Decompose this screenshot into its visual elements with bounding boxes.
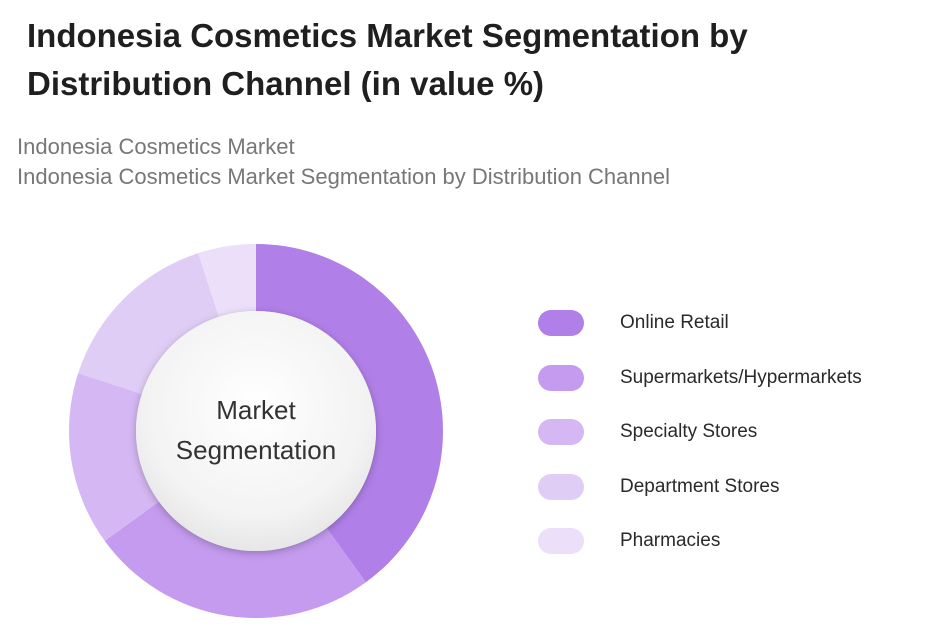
- subtitle-line-2: Indonesia Cosmetics Market Segmentation …: [17, 164, 670, 189]
- legend-label: Specialty Stores: [620, 421, 758, 443]
- legend-label: Pharmacies: [620, 530, 721, 552]
- legend-item: Pharmacies: [538, 514, 862, 569]
- legend-swatch: [538, 310, 584, 337]
- center-label-line-1: Market: [216, 395, 296, 425]
- donut-slices: [69, 244, 443, 618]
- donut-chart: Market Segmentation: [69, 244, 443, 618]
- legend-swatch: [538, 473, 584, 500]
- chart-title: Indonesia Cosmetics Market Segmentation …: [27, 17, 748, 102]
- legend-swatch: [538, 528, 584, 555]
- donut-slice: [69, 373, 159, 541]
- donut-slice: [256, 244, 443, 583]
- legend-swatch: [538, 419, 584, 446]
- legend-item: Online Retail: [538, 296, 862, 351]
- donut-slice: [104, 501, 366, 618]
- legend-item: Department Stores: [538, 460, 862, 515]
- legend-item: Specialty Stores: [538, 405, 862, 460]
- legend-label: Online Retail: [620, 312, 729, 334]
- legend: Online Retail Supermarkets/Hypermarkets Sp…: [538, 296, 862, 569]
- subtitle-line-1: Indonesia Cosmetics Market: [17, 134, 295, 159]
- donut-center: [136, 311, 376, 551]
- legend-swatch: [538, 364, 584, 391]
- donut-slice: [78, 253, 219, 394]
- legend-label: Department Stores: [620, 475, 780, 497]
- center-label-line-2: Segmentation: [176, 435, 336, 465]
- legend-label: Supermarkets/Hypermarkets: [620, 366, 862, 388]
- donut-slice: [198, 244, 256, 317]
- legend-item: Supermarkets/Hypermarkets: [538, 351, 862, 406]
